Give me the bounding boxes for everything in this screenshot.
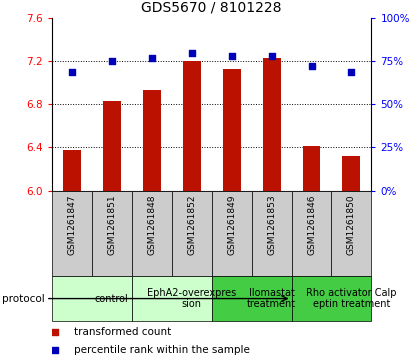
Bar xyxy=(222,69,241,191)
Text: GSM1261849: GSM1261849 xyxy=(227,195,236,255)
Bar xyxy=(332,191,371,276)
Bar xyxy=(132,276,212,321)
Point xyxy=(308,64,315,69)
Point xyxy=(348,69,355,74)
Text: Rho activator Calp
eptin treatment: Rho activator Calp eptin treatment xyxy=(306,288,397,309)
Text: protocol: protocol xyxy=(2,294,45,303)
Bar xyxy=(212,191,251,276)
Point xyxy=(52,329,59,335)
Text: GSM1261850: GSM1261850 xyxy=(347,195,356,256)
Point xyxy=(268,53,275,59)
Bar xyxy=(92,191,132,276)
Text: percentile rank within the sample: percentile rank within the sample xyxy=(74,345,250,355)
Bar xyxy=(52,191,92,276)
Point xyxy=(228,53,235,59)
Point xyxy=(149,55,155,61)
Point xyxy=(188,50,195,56)
Bar xyxy=(172,191,212,276)
Bar xyxy=(263,58,281,191)
Bar xyxy=(143,90,161,191)
Point xyxy=(52,347,59,353)
Text: transformed count: transformed count xyxy=(74,327,171,337)
Bar xyxy=(291,276,371,321)
Bar xyxy=(342,156,361,191)
Bar xyxy=(103,101,121,191)
Point xyxy=(68,69,75,74)
Text: control: control xyxy=(95,294,129,303)
Title: GDS5670 / 8101228: GDS5670 / 8101228 xyxy=(142,0,282,14)
Text: GSM1261847: GSM1261847 xyxy=(67,195,76,255)
Bar xyxy=(291,191,332,276)
Text: EphA2-overexpres
sion: EphA2-overexpres sion xyxy=(147,288,236,309)
Text: GSM1261846: GSM1261846 xyxy=(307,195,316,255)
Point xyxy=(108,58,115,64)
Bar xyxy=(212,276,291,321)
Bar xyxy=(52,276,132,321)
Text: GSM1261853: GSM1261853 xyxy=(267,195,276,256)
Text: Ilomastat
treatment: Ilomastat treatment xyxy=(247,288,296,309)
Bar xyxy=(251,191,292,276)
Text: GSM1261852: GSM1261852 xyxy=(187,195,196,255)
Bar xyxy=(63,150,81,191)
Bar xyxy=(303,146,320,191)
Text: GSM1261848: GSM1261848 xyxy=(147,195,156,255)
Bar xyxy=(132,191,172,276)
Text: GSM1261851: GSM1261851 xyxy=(107,195,116,256)
Bar xyxy=(183,61,201,191)
